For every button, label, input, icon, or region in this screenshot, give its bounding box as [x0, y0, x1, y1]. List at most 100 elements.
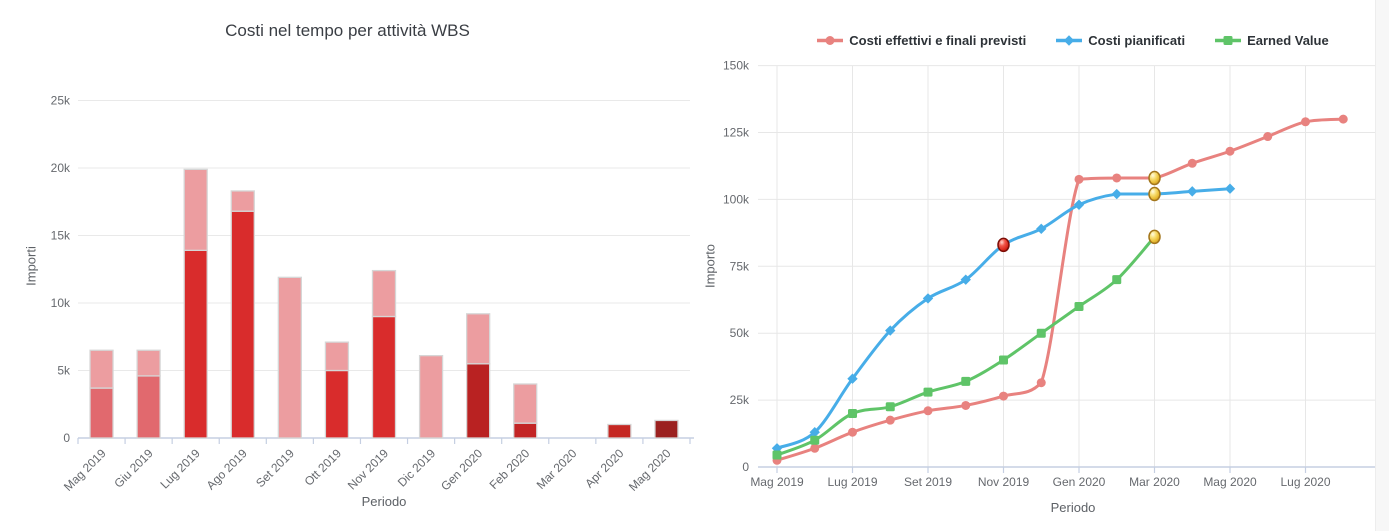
data-point-costi-effettivi-e-finali-previsti[interactable] [848, 427, 857, 437]
data-point-costi-pianificati[interactable] [1073, 199, 1085, 210]
data-point-costi-effettivi-e-finali-previsti[interactable] [961, 400, 971, 410]
bar-segment-mag-2019[interactable] [89, 387, 114, 439]
bar-segment-nov-2019[interactable] [371, 269, 397, 318]
line-x-tick-label: Set 2019 [904, 475, 952, 489]
bar-segment-feb-2020[interactable] [513, 383, 538, 424]
data-point-costi-pianificati[interactable] [1187, 186, 1198, 197]
bar-y-tick-label: 10k [51, 296, 71, 310]
data-point-costi-pianificati[interactable] [1111, 188, 1122, 200]
gold-ball-marker[interactable] [1148, 186, 1161, 202]
data-point-costi-pianificati[interactable] [960, 274, 971, 285]
data-point-costi-pianificati[interactable] [847, 373, 858, 384]
bar-y-tick-label: 0 [63, 431, 70, 445]
data-point-costi-pianificati[interactable] [1224, 183, 1236, 194]
bar-segment-apr-2020[interactable] [607, 423, 632, 439]
bar-x-tick-label: Mar 2020 [534, 446, 580, 492]
scrollbar-track[interactable] [1375, 0, 1389, 531]
bar-x-tick-label: Mag 2019 [61, 446, 109, 494]
data-point-costi-effettivi-e-finali-previsti[interactable] [1301, 117, 1310, 127]
line-y-tick-label: 25k [730, 393, 750, 407]
line-x-tick-label: Mag 2019 [750, 475, 804, 489]
gold-ball-marker[interactable] [1148, 170, 1161, 186]
data-point-costi-effettivi-e-finali-previsti[interactable] [1074, 174, 1084, 184]
line-x-tick-label: Gen 2020 [1053, 475, 1106, 489]
line-y-tick-label: 100k [723, 192, 750, 206]
data-point-costi-effettivi-e-finali-previsti[interactable] [810, 443, 820, 453]
data-point-earned-value[interactable] [923, 387, 933, 397]
bar-chart-x-axis-title: Periodo [361, 494, 407, 509]
data-point-costi-pianificati[interactable] [809, 427, 820, 438]
legend-item-costi-effettivi-e-finali-previsti[interactable]: Costi effettivi e finali previsti [817, 33, 1026, 48]
data-point-costi-effettivi-e-finali-previsti[interactable] [999, 391, 1008, 401]
bar-x-tick-label: Set 2019 [253, 446, 297, 490]
line-y-tick-label: 125k [723, 126, 750, 140]
gold-ball-marker[interactable] [1148, 229, 1161, 245]
square-legend-marker[interactable] [1223, 36, 1233, 45]
data-point-earned-value[interactable] [1074, 301, 1084, 311]
data-point-costi-effettivi-e-finali-previsti[interactable] [1036, 378, 1046, 388]
bar-y-tick-label: 15k [51, 229, 71, 243]
line-x-tick-label: Lug 2019 [827, 475, 877, 489]
bar-segment-ago-2019[interactable] [230, 190, 255, 212]
data-point-earned-value[interactable] [961, 376, 971, 386]
data-point-costi-effettivi-e-finali-previsti[interactable] [885, 415, 895, 425]
diamond-legend-marker[interactable] [1064, 35, 1075, 46]
bar-segment-feb-2020[interactable] [513, 422, 538, 439]
data-point-costi-effettivi-e-finali-previsti[interactable] [1225, 146, 1235, 156]
bar-segment-ott-2019[interactable] [324, 341, 350, 372]
data-point-costi-pianificati[interactable] [922, 293, 934, 304]
data-point-costi-effettivi-e-finali-previsti[interactable] [923, 406, 933, 416]
bar-segment-giu-2019[interactable] [136, 349, 161, 377]
line-chart-panel: Costi effettivi e finali previsti Costi p… [695, 0, 1389, 531]
bar-segment-lug-2019[interactable] [183, 168, 208, 252]
diamond-legend-icon [1056, 35, 1083, 46]
legend-label: Costi pianificati [1088, 33, 1186, 48]
data-point-earned-value[interactable] [772, 450, 782, 460]
line-x-tick-label: Lug 2020 [1280, 475, 1330, 489]
bar-x-tick-label: Lug 2019 [158, 446, 204, 492]
bar-segment-gen-2020[interactable] [466, 363, 491, 439]
data-point-costi-pianificati[interactable] [885, 325, 896, 336]
data-point-costi-effettivi-e-finali-previsti[interactable] [1338, 114, 1348, 124]
bar-segment-ott-2019[interactable] [324, 369, 350, 439]
data-point-earned-value[interactable] [848, 408, 857, 418]
bar-segment-nov-2019[interactable] [371, 315, 397, 439]
data-point-earned-value[interactable] [1112, 275, 1122, 285]
legend-item-earned-value[interactable]: Earned Value [1215, 33, 1329, 48]
line-chart-legend: Costi effettivi e finali previsti Costi p… [757, 33, 1389, 48]
data-point-earned-value[interactable] [810, 435, 820, 445]
legend-item-costi-pianificati[interactable]: Costi pianificati [1056, 33, 1185, 48]
legend-label: Earned Value [1247, 33, 1329, 48]
line-x-tick-label: Nov 2019 [978, 475, 1030, 489]
bar-segment-mag-2019[interactable] [89, 349, 114, 389]
bar-segment-giu-2019[interactable] [136, 375, 161, 439]
data-point-costi-effettivi-e-finali-previsti[interactable] [1187, 158, 1197, 168]
bar-segment-mag-2020[interactable] [654, 419, 679, 439]
red-ball-marker[interactable] [997, 237, 1010, 253]
bar-segment-lug-2019[interactable] [183, 249, 208, 439]
data-point-costi-effettivi-e-finali-previsti[interactable] [1263, 132, 1273, 142]
data-point-costi-effettivi-e-finali-previsti[interactable] [1112, 173, 1122, 183]
bar-segment-ago-2019[interactable] [230, 210, 255, 439]
data-point-earned-value[interactable] [999, 355, 1008, 365]
line-chart-canvas: 0 25k 50k 75k 100k 125k 150k Mag 2019 Lug 2019 Se… [723, 59, 1389, 489]
circle-legend-marker[interactable] [825, 36, 835, 45]
line-y-tick-label: 0 [742, 460, 749, 474]
bar-segment-set-2019[interactable] [277, 276, 302, 439]
line-x-tick-label: Mar 2020 [1129, 475, 1180, 489]
bar-y-tick-label: 20k [51, 161, 71, 175]
bar-x-tick-label: Ago 2019 [204, 446, 250, 492]
bar-segment-gen-2020[interactable] [466, 313, 491, 365]
data-point-earned-value[interactable] [885, 402, 895, 412]
legend-label: Costi effettivi e finali previsti [849, 33, 1027, 48]
data-point-earned-value[interactable] [1036, 328, 1046, 338]
line-y-tick-label: 150k [723, 59, 750, 73]
bar-x-tick-label: Apr 2020 [582, 446, 627, 491]
series-line-earned-value [775, 235, 1156, 457]
data-point-costi-pianificati[interactable] [1036, 223, 1047, 235]
circle-legend-icon [817, 36, 844, 45]
bar-x-tick-label: Ott 2019 [302, 446, 345, 489]
bar-segment-dic-2019[interactable] [418, 354, 444, 439]
bar-x-tick-label: Mag 2020 [626, 446, 674, 494]
